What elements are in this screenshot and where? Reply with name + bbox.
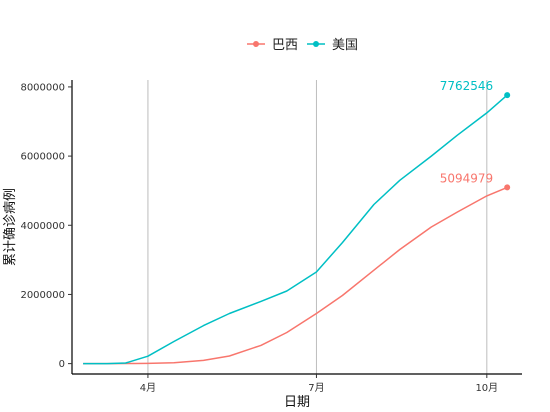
x-tick-label-1: 7月 [308,382,324,394]
series-endpoint-0 [504,184,511,191]
y-tick-label-0: 0 [59,359,65,370]
y-tick-label-4: 8000000 [20,82,65,93]
series-group: 5094979 7762546 [83,79,511,365]
x-axis-ticks: 4月 7月 10月 [140,374,498,394]
series-line-1 [83,94,508,365]
legend-label-1: 美国 [332,38,358,53]
y-tick-label-1: 2000000 [20,290,65,301]
legend-key-dot-0 [253,41,259,47]
x-axis-title: 日期 [284,395,310,410]
series-end-label-1: 7762546 [440,79,493,93]
y-axis-ticks: 0 2000000 4000000 6000000 8000000 [20,82,72,370]
legend-label-0: 巴西 [272,38,298,53]
grid [147,80,488,374]
x-tick-label-2: 10月 [475,382,498,394]
series-endpoint-1 [504,92,511,99]
legend: 巴西 美国 [247,38,358,53]
series-line-0 [83,186,508,365]
series-end-label-0: 5094979 [440,171,493,185]
legend-key-dot-1 [313,41,319,47]
y-tick-label-3: 6000000 [20,152,65,163]
x-tick-label-0: 4月 [140,382,156,394]
y-axis-title: 累计确诊病例 [3,188,18,266]
y-tick-label-2: 4000000 [20,221,65,232]
